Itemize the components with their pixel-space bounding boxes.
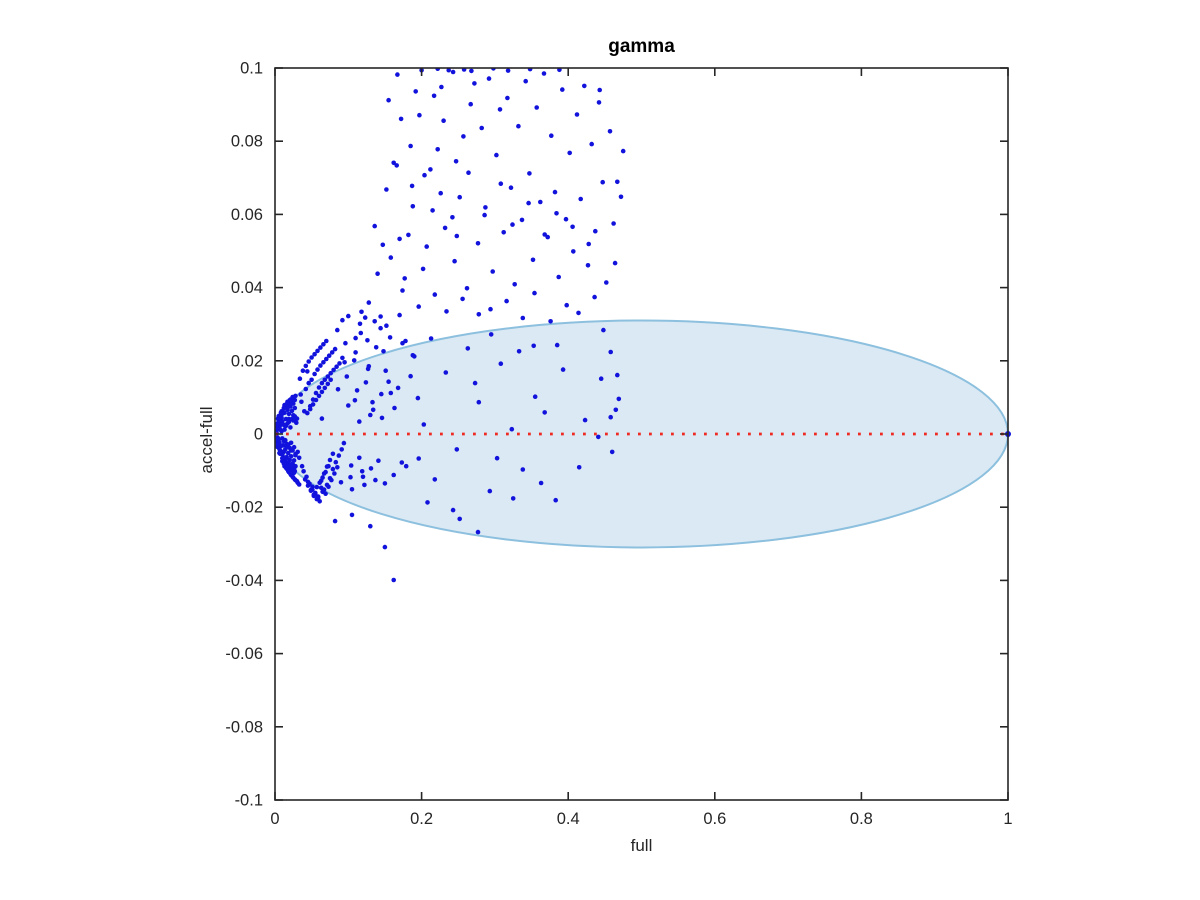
svg-text:0.6: 0.6 bbox=[703, 810, 726, 828]
svg-text:0.2: 0.2 bbox=[410, 810, 433, 828]
svg-text:-0.02: -0.02 bbox=[225, 499, 263, 517]
svg-text:-0.06: -0.06 bbox=[225, 645, 263, 663]
svg-text:1: 1 bbox=[1003, 810, 1012, 828]
scatter-points-layer bbox=[275, 68, 626, 583]
x-axis-label: full bbox=[630, 836, 653, 855]
svg-text:-0.1: -0.1 bbox=[235, 792, 263, 810]
svg-text:0.08: 0.08 bbox=[231, 133, 263, 151]
svg-text:0.04: 0.04 bbox=[231, 279, 263, 297]
svg-text:-0.08: -0.08 bbox=[225, 718, 263, 736]
svg-text:0.1: 0.1 bbox=[240, 60, 263, 78]
svg-text:0: 0 bbox=[270, 810, 279, 828]
chart-title: gamma bbox=[608, 36, 675, 57]
tick-labels: 0 0.2 0.4 0.6 0.8 1 0.1 0.08 0.06 0.04 0.02 0 -0.02 -… bbox=[225, 60, 1012, 829]
svg-text:0.4: 0.4 bbox=[557, 810, 580, 828]
y-axis-label: accel-full bbox=[197, 406, 216, 474]
svg-text:-0.04: -0.04 bbox=[225, 572, 263, 590]
confidence-ellipse bbox=[274, 319, 1009, 549]
svg-text:0.8: 0.8 bbox=[850, 810, 873, 828]
svg-text:0: 0 bbox=[254, 426, 263, 444]
svg-text:0.02: 0.02 bbox=[231, 352, 263, 370]
tick-marks bbox=[274, 67, 1009, 801]
svg-text:0.06: 0.06 bbox=[231, 206, 263, 224]
